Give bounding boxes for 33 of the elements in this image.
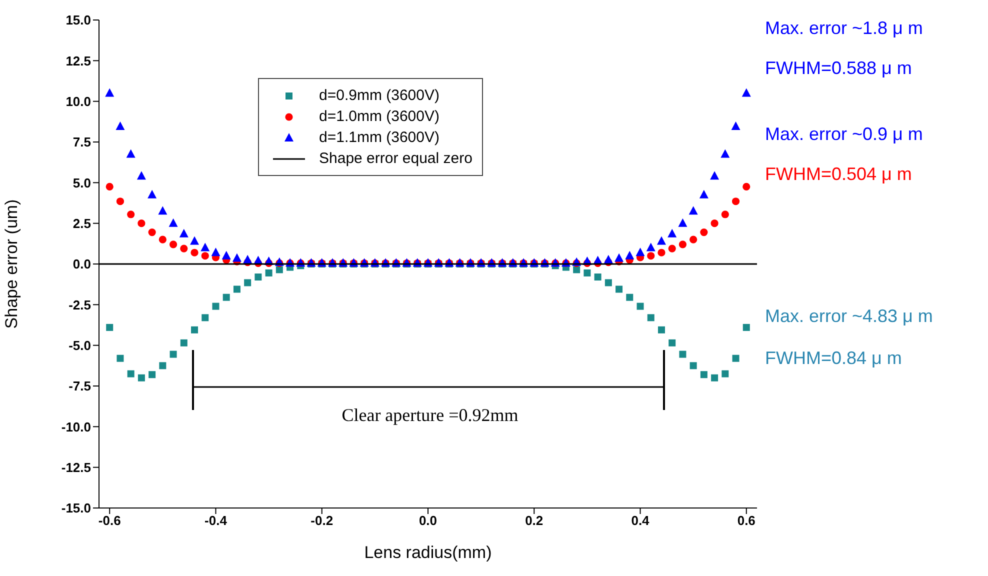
text: Max. error ~0.9 μ m xyxy=(765,124,923,145)
legend-label: d=1.0mm (3600V) xyxy=(319,108,440,125)
x-tick-label: 0.6 xyxy=(737,513,756,528)
y-tick-label: 5.0 xyxy=(72,175,91,190)
y-tick-label: -5.0 xyxy=(68,338,91,353)
y-tick-label: -7.5 xyxy=(68,378,91,394)
text: FWHM=0.84 μ m xyxy=(765,348,902,369)
annotation: Clear aperture =0.92mm xyxy=(340,405,520,426)
y-tick-label: -10.0 xyxy=(61,419,91,434)
y-tick-label: -15.0 xyxy=(61,500,91,516)
x-tick-label: 0.2 xyxy=(525,513,544,528)
x-tick-label: -0.2 xyxy=(310,513,334,528)
text: FWHM=0.504 μ m xyxy=(765,164,912,185)
text: Max. error ~1.8 μ m xyxy=(765,18,923,39)
y-axis-title: Shape error (um) xyxy=(2,199,22,329)
x-tick-label: 0.4 xyxy=(631,513,650,528)
y-tick-label: 7.5 xyxy=(72,134,91,150)
x-tick-label: -0.6 xyxy=(98,513,121,528)
legend-label: Shape error equal zero xyxy=(319,150,472,167)
y-tick-label: -12.5 xyxy=(61,460,91,475)
x-axis-title: Lens radius(mm) xyxy=(364,543,492,562)
legend-label: d=0.9mm (3600V) xyxy=(319,87,440,104)
x-tick-label: 0.0 xyxy=(418,513,438,528)
y-tick-label: 0.0 xyxy=(72,256,91,272)
text: Max. error ~4.83 μ m xyxy=(765,306,933,327)
x-tick-label: -0.4 xyxy=(204,513,228,528)
y-tick-label: 10.0 xyxy=(66,94,91,109)
y-tick-label: 15.0 xyxy=(66,12,91,28)
y-tick-label: 12.5 xyxy=(66,53,91,68)
y-tick-label: 2.5 xyxy=(72,216,91,231)
text: FWHM=0.588 μ m xyxy=(765,58,912,79)
y-tick-label: -2.5 xyxy=(68,297,91,312)
legend-label: d=1.1mm (3600V) xyxy=(319,129,440,146)
